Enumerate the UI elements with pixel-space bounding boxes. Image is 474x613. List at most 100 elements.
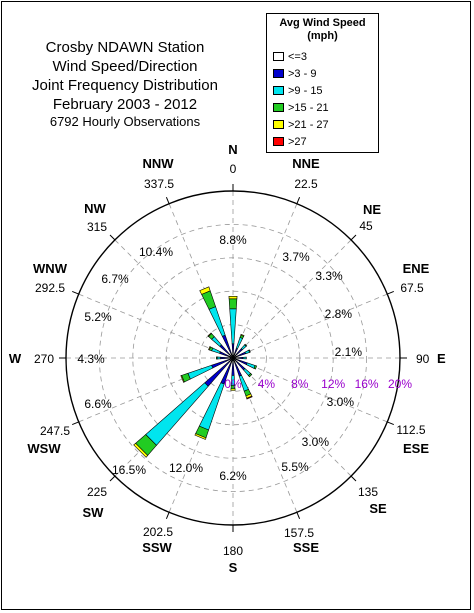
legend-label: >21 - 27 bbox=[288, 119, 329, 131]
legend-swatch bbox=[273, 103, 284, 112]
radial-scale-label: 0% bbox=[224, 377, 242, 391]
direction-tick bbox=[387, 290, 394, 295]
legend-swatch bbox=[273, 69, 284, 78]
wedge-segment-se bbox=[247, 372, 253, 378]
wedge-segment-wnw bbox=[211, 347, 221, 354]
wedge-segment-e bbox=[242, 356, 247, 360]
direction-total-label-ssw: 12.0% bbox=[169, 461, 203, 475]
radial-gridline bbox=[78, 293, 234, 359]
direction-total-label-wsw: 6.6% bbox=[84, 397, 112, 411]
compass-abbr-n: N bbox=[228, 142, 237, 157]
direction-total-label-ese: 3.0% bbox=[327, 395, 355, 409]
radial-gridline bbox=[232, 203, 298, 359]
radial-gridline bbox=[232, 357, 352, 477]
compass-abbr-nw: NW bbox=[84, 201, 106, 216]
direction-total-label-sse: 5.5% bbox=[281, 460, 309, 474]
compass-abbr-nnw: NNW bbox=[142, 156, 174, 171]
direction-tick bbox=[72, 290, 79, 295]
compass-degree-se: 135 bbox=[358, 485, 378, 499]
wedge-segment-w bbox=[216, 356, 221, 360]
direction-total-label-ne: 3.3% bbox=[315, 269, 343, 283]
direction-total-label-nne: 3.7% bbox=[282, 250, 310, 264]
compass-degree-nnw: 337.5 bbox=[144, 177, 174, 191]
wedge-segment-w bbox=[216, 356, 218, 360]
compass-abbr-ssw: SSW bbox=[142, 540, 172, 555]
direction-tick bbox=[72, 421, 79, 426]
compass-abbr-ene: ENE bbox=[403, 261, 430, 276]
radial-gridline bbox=[232, 239, 352, 359]
wedge-segment-nne bbox=[235, 336, 244, 350]
compass-degree-wnw: 292.5 bbox=[35, 281, 65, 295]
wedge-segment-n bbox=[228, 296, 238, 300]
direction-tick bbox=[109, 475, 116, 482]
compass-abbr-wsw: WSW bbox=[27, 441, 61, 456]
direction-tick bbox=[350, 234, 357, 241]
wedge-segment-s bbox=[230, 388, 236, 391]
compass-degree-ene: 67.5 bbox=[400, 281, 424, 295]
compass-abbr-sw: SW bbox=[83, 505, 105, 520]
radial-gridline bbox=[232, 293, 388, 359]
direction-total-label-nnw: 10.4% bbox=[139, 245, 173, 259]
direction-total-label-se: 3.0% bbox=[302, 435, 330, 449]
legend-label: >3 - 9 bbox=[288, 68, 317, 80]
compass-abbr-nne: NNE bbox=[292, 156, 320, 171]
compass-abbr-sse: SSE bbox=[293, 540, 319, 555]
direction-tick bbox=[296, 512, 301, 519]
chart-title-line-2: Wind Speed/Direction bbox=[52, 58, 198, 75]
chart-title-line-4: February 2003 - 2012 bbox=[52, 96, 198, 113]
compass-abbr-w: W bbox=[9, 351, 22, 366]
wedge-segment-ne bbox=[244, 343, 248, 347]
compass-degree-ne: 45 bbox=[359, 219, 373, 233]
compass-abbr-ese: ESE bbox=[403, 441, 429, 456]
grid-circle bbox=[132, 257, 334, 459]
compass-abbr-e: E bbox=[437, 351, 446, 366]
wedge-segment-wsw bbox=[180, 375, 185, 383]
wedge-segment-ssw bbox=[194, 433, 207, 440]
chart-subtitle: 6792 Hourly Observations bbox=[49, 114, 201, 129]
compass-degree-nne: 22.5 bbox=[294, 177, 318, 191]
wedge-segment-sse bbox=[246, 395, 253, 400]
direction-tick bbox=[387, 421, 394, 426]
direction-total-label-e: 2.1% bbox=[335, 345, 363, 359]
compass-degree-e: 90 bbox=[416, 352, 430, 366]
grid-circle bbox=[165, 290, 301, 426]
compass-degree-s: 180 bbox=[223, 544, 243, 558]
wedge-segment-nnw bbox=[199, 286, 211, 295]
direction-total-label-s: 6.2% bbox=[219, 469, 247, 483]
radial-scale-label: 16% bbox=[355, 377, 379, 391]
direction-total-label-wnw: 5.2% bbox=[84, 310, 112, 324]
direction-tick bbox=[109, 234, 116, 241]
chart-title-line-1: Crosby NDAWN Station bbox=[45, 39, 205, 56]
compass-degree-n: 0 bbox=[230, 162, 237, 176]
legend-swatch bbox=[273, 86, 284, 95]
wedge-segment-ene bbox=[248, 349, 251, 353]
direction-total-label-sw: 16.5% bbox=[112, 463, 146, 477]
compass-degree-sse: 157.5 bbox=[284, 526, 314, 540]
compass-abbr-s: S bbox=[229, 560, 238, 575]
legend-title-line-1: Avg Wind Speed bbox=[279, 17, 366, 29]
compass-degree-nw: 315 bbox=[87, 220, 107, 234]
legend-swatch bbox=[273, 137, 284, 146]
radial-gridline bbox=[232, 357, 388, 423]
wedge-segment-n bbox=[229, 308, 237, 345]
wedge-segment-nne bbox=[240, 333, 245, 337]
compass-abbr-ne: NE bbox=[363, 202, 381, 217]
legend-title-line-2: (mph) bbox=[307, 30, 338, 42]
direction-total-label-w: 4.3% bbox=[77, 352, 105, 366]
legend-label: >27 bbox=[288, 136, 307, 148]
direction-total-label-ene: 2.8% bbox=[325, 307, 353, 321]
wedge-segment-w bbox=[220, 356, 231, 360]
direction-tick bbox=[165, 197, 170, 204]
compass-degree-w: 270 bbox=[34, 352, 54, 366]
wedge-segment-n bbox=[231, 343, 235, 356]
radial-scale-label: 8% bbox=[291, 377, 309, 391]
legend-label: >9 - 15 bbox=[288, 85, 323, 97]
legend-label: >15 - 21 bbox=[288, 102, 329, 114]
direction-total-label-n: 8.8% bbox=[219, 233, 247, 247]
wedge-segment-nnw bbox=[208, 306, 226, 337]
wedge-segment-nw bbox=[207, 332, 212, 337]
radial-scale-label: 20% bbox=[388, 377, 412, 391]
direction-tick bbox=[165, 512, 170, 519]
